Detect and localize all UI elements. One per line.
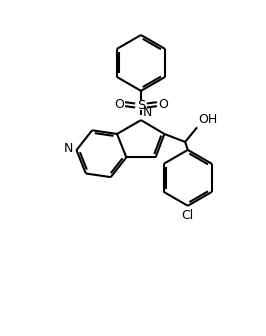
Text: OH: OH — [198, 113, 218, 126]
Text: N: N — [142, 106, 152, 119]
Text: O: O — [114, 98, 124, 111]
Text: O: O — [158, 98, 168, 111]
Text: S: S — [137, 99, 145, 112]
Text: Cl: Cl — [182, 209, 194, 222]
Text: N: N — [64, 142, 73, 155]
